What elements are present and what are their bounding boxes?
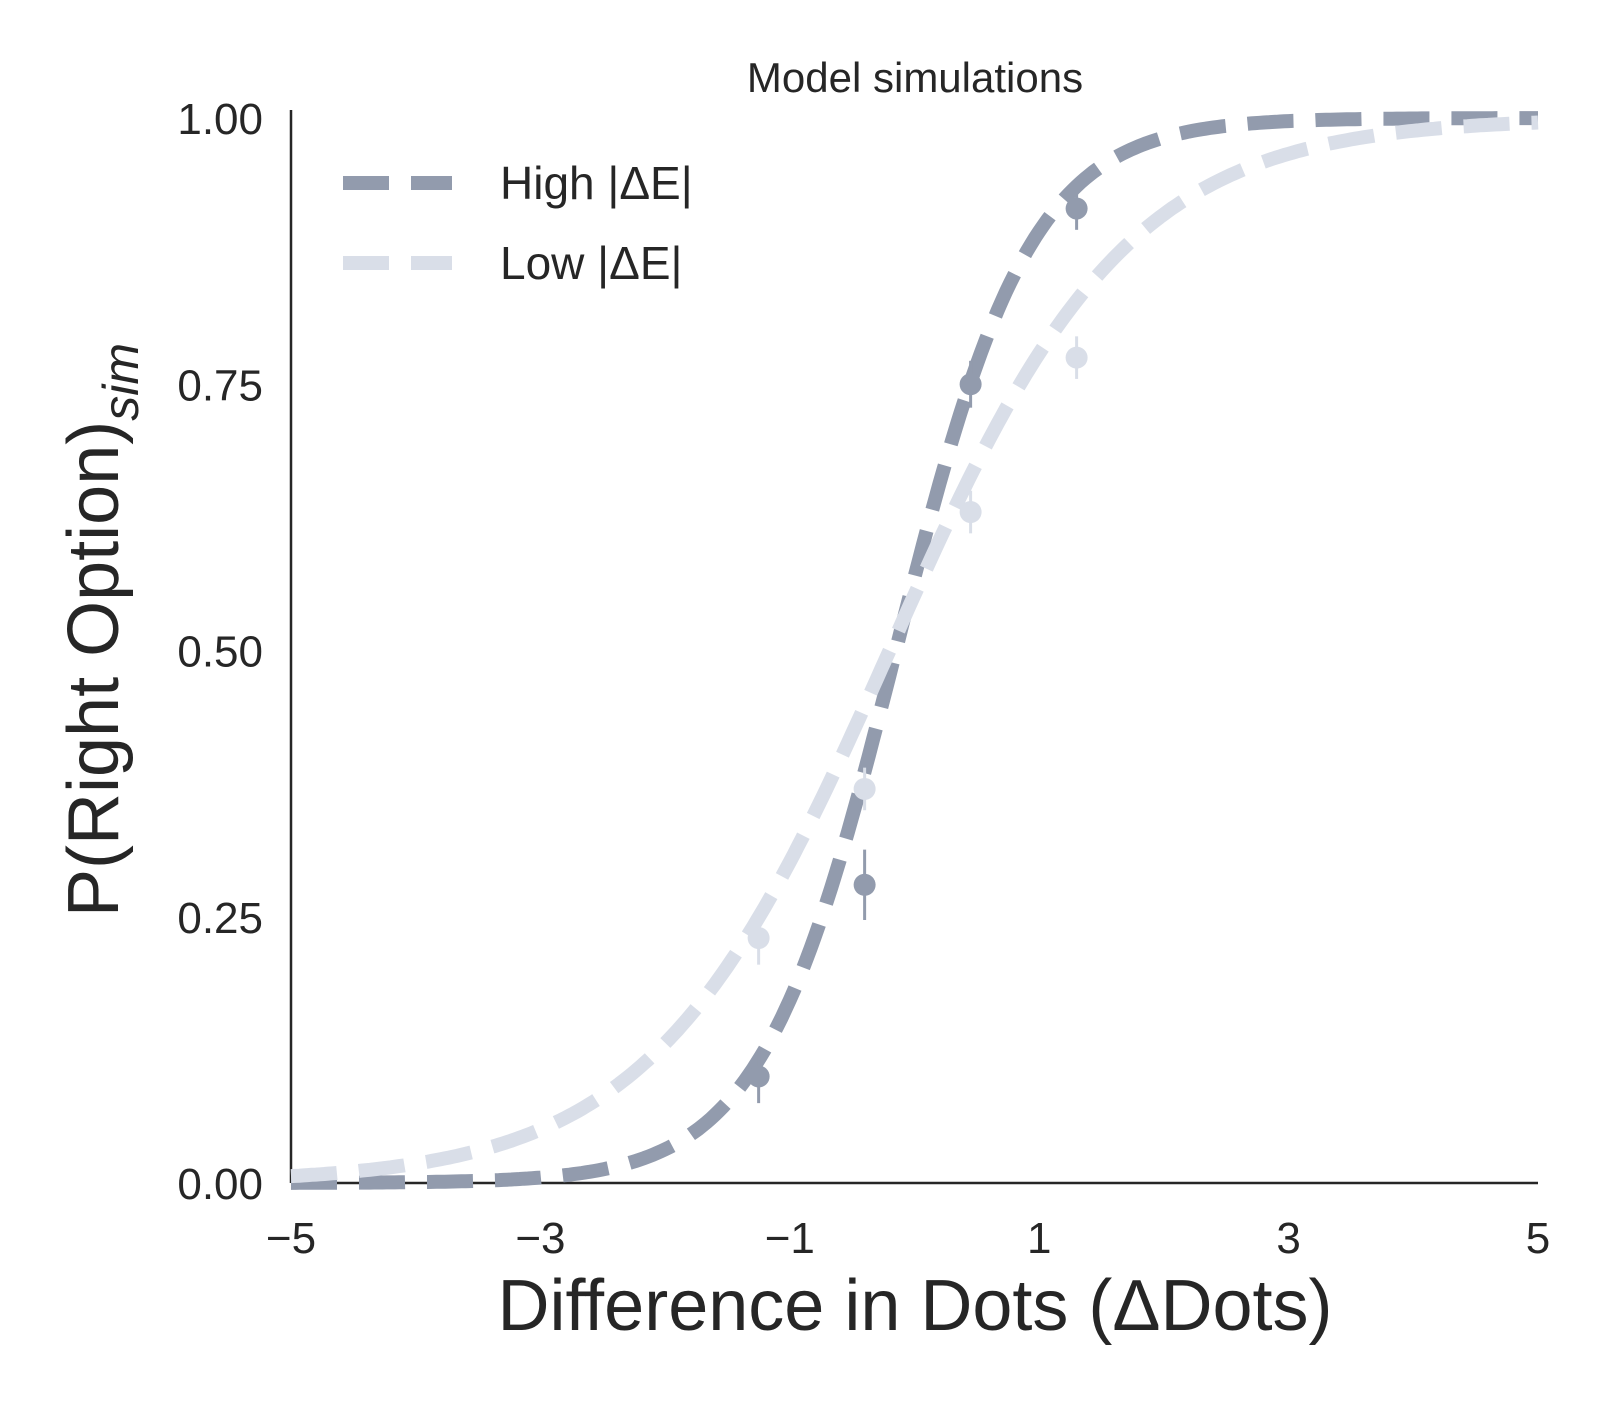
data-point	[853, 777, 876, 800]
y-tick-label: 0.25	[177, 894, 263, 943]
x-tick-label: −1	[765, 1214, 815, 1263]
series-layer	[290, 111, 1539, 1190]
x-tick-label: −3	[515, 1214, 565, 1263]
legend-label-0: High |ΔE|	[500, 157, 693, 209]
y-axis-label-sub: sim	[93, 343, 149, 421]
series-1	[290, 115, 1539, 1184]
y-tick-label: 1.00	[177, 95, 263, 144]
chart-title: Model simulations	[747, 54, 1083, 101]
y-tick-label: 0.00	[177, 1160, 263, 1209]
y-axis-label-main: P(Right Option)	[54, 421, 134, 917]
data-point	[959, 501, 982, 524]
x-tick-label: −5	[266, 1214, 316, 1263]
x-axis-label: Difference in Dots (ΔDots)	[497, 1266, 1332, 1346]
y-tick-label: 0.75	[177, 361, 263, 410]
series-0	[291, 111, 1538, 1190]
data-point	[747, 927, 770, 950]
x-tick-label: 5	[1526, 1214, 1550, 1263]
data-point	[747, 1065, 770, 1088]
axes: −5 −3 −1 1 3 5 0.00 0.25 0.50 0.75 1.00	[177, 95, 1550, 1263]
data-point	[959, 373, 982, 396]
series-line-0	[291, 111, 1538, 1190]
data-point	[1065, 197, 1088, 220]
series-line-1	[290, 115, 1539, 1184]
legend-label-1: Low |ΔE|	[500, 237, 682, 289]
data-point	[853, 873, 876, 896]
legend: High |ΔE| Low |ΔE|	[343, 157, 693, 289]
data-point	[1065, 346, 1088, 369]
y-tick-label: 0.50	[177, 628, 263, 677]
x-tick-label: 3	[1276, 1214, 1300, 1263]
x-tick-label: 1	[1027, 1214, 1051, 1263]
y-axis-label: P(Right Option)sim	[54, 343, 149, 917]
